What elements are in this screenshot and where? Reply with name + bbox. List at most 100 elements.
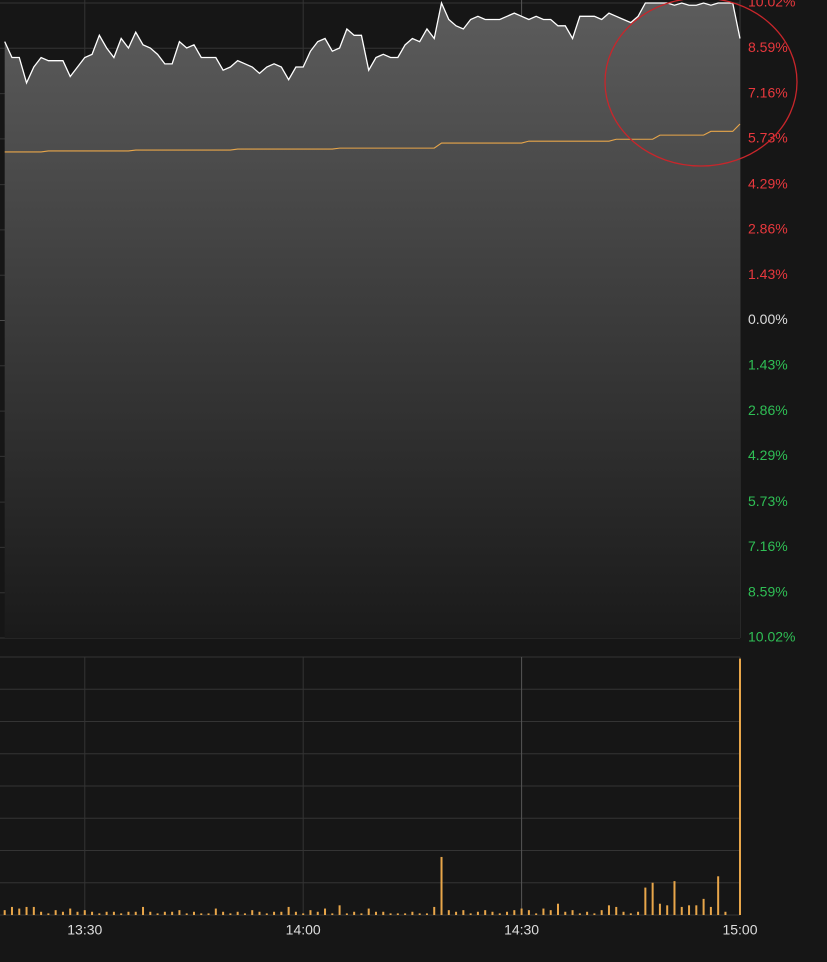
price-line [4,0,741,85]
data-layer [3,0,741,915]
y-tick-label: 10.02% [748,629,795,645]
volume-bar [338,905,341,915]
volume-bar [222,911,225,915]
x-tick-label: 13:30 [67,922,102,938]
y-tick-label: 1.43% [748,357,788,373]
volume-bar [40,911,43,915]
volume-bar [345,913,348,915]
volume-bar [578,913,581,915]
volume-bar [287,906,290,915]
y-tick-label: 1.43% [748,266,788,282]
volume-bar [702,898,705,915]
volume-bar [564,911,567,915]
volume-bar [258,911,261,915]
volume-bar [302,913,305,915]
volume-bar [127,911,130,915]
y-tick-label: 0.00% [748,311,788,327]
volume-bar [374,911,377,915]
volume-bar [484,910,487,915]
volume-bar [739,658,741,915]
volume-bar [236,911,239,915]
volume-bar [549,910,552,915]
volume-bar [47,913,50,915]
volume-bar [142,906,145,915]
volume-bar [593,913,596,915]
volume-bar [440,856,443,915]
volume-bar [513,910,516,915]
volume-bar [680,906,683,915]
volume-bar [688,905,691,915]
volume-bar [324,908,327,915]
price-area [4,3,740,638]
y-tick-label: 4.29% [748,447,788,463]
volume-bar [425,913,428,915]
x-tick-label: 14:30 [504,922,539,938]
volume-bar [149,911,152,915]
volume-bar [207,913,210,915]
volume-bar [178,910,181,915]
volume-bar [498,913,501,915]
volume-bar [3,910,6,915]
volume-bar [54,910,57,915]
volume-bar [389,913,392,915]
volume-bar [447,910,450,915]
volume-bar [382,911,385,915]
volume-bar [469,913,472,915]
y-tick-label: 8.59% [748,39,788,55]
volume-bar [83,910,86,915]
volume-bar [98,913,101,915]
volume-bar [316,911,319,915]
volume-bar [163,911,166,915]
x-tick-label: 15:00 [722,922,757,938]
volume-bar [360,913,363,915]
volume-bar [200,913,203,915]
volume-bar [717,876,720,915]
volume-bar [491,911,494,915]
volume-bar [695,905,698,915]
volume-bar [156,913,159,915]
volume-bar [673,881,676,915]
volume-bar [600,910,603,915]
volume-bar [411,911,414,915]
volume-bar [105,911,108,915]
volume-bar [91,911,94,915]
volume-bar [637,911,640,915]
volume-bar [309,910,312,915]
volume-bar [273,911,276,915]
volume-bar [433,906,436,915]
x-tick-label: 14:00 [286,922,321,938]
volume-bar [586,911,589,915]
y-tick-label: 5.73% [748,493,788,509]
volume-bar [476,911,479,915]
volume-bar [18,908,21,915]
volume-bar [724,911,727,915]
volume-bar [185,913,188,915]
y-tick-label: 5.73% [748,130,788,146]
volume-bar [69,908,72,915]
volume-bar [506,911,509,915]
volume-bar [280,911,283,915]
volume-bar [535,913,538,915]
volume-bar [520,908,523,915]
highlight-circle [604,0,798,167]
volume-bar [658,903,661,915]
volume-bar [120,913,123,915]
volume-bar [243,913,246,915]
volume-bar [527,910,530,915]
volume-bar [622,911,625,915]
volume-bar [615,906,618,915]
volume-bar [32,906,35,915]
volume-bar [61,911,64,915]
volume-bar [607,905,610,915]
volume-bar [214,908,217,915]
volume-bar [709,906,712,915]
volume-bar [404,913,407,915]
volume-bar [251,910,254,915]
volume-bar [418,913,421,915]
y-tick-label: 10.02% [748,0,795,10]
volume-bar [367,908,370,915]
volume-bar [134,911,137,915]
label-layer: 10.02% 8.59% 7.16% 5.73% 4.29% 2.86% 1.43% 0.00… [67,0,795,938]
y-tick-label: 7.16% [748,538,788,554]
